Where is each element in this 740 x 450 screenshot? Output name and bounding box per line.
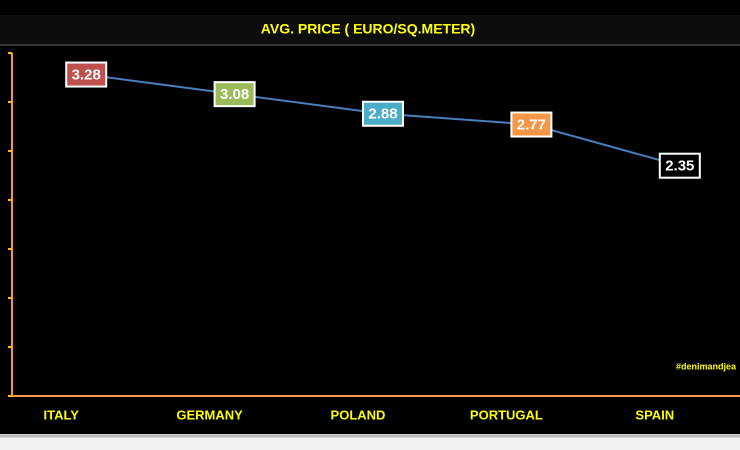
x-tick-label: POLAND (331, 407, 386, 422)
data-label-box (362, 100, 404, 127)
chart-background (0, 0, 740, 434)
data-label: 3.28 (72, 67, 101, 84)
frame-bottom (0, 434, 740, 450)
x-tick-label: ITALY (43, 407, 79, 422)
chart-title: AVG. PRICE ( EURO/SQ.METER) (261, 21, 475, 37)
data-label-box (510, 111, 553, 138)
x-tick-label: GERMANY (176, 407, 243, 422)
title-band (0, 15, 740, 45)
data-label-box (213, 81, 256, 108)
data-label: 2.88 (368, 106, 397, 123)
watermark: #denimandjea (676, 361, 737, 371)
x-tick-label: PORTUGAL (470, 407, 543, 422)
data-label-box (658, 152, 701, 179)
data-label: 3.08 (220, 86, 249, 103)
x-tick-label: SPAIN (635, 407, 674, 422)
data-label: 2.35 (665, 158, 694, 175)
data-label: 2.77 (517, 117, 546, 134)
data-label-box (65, 61, 108, 88)
